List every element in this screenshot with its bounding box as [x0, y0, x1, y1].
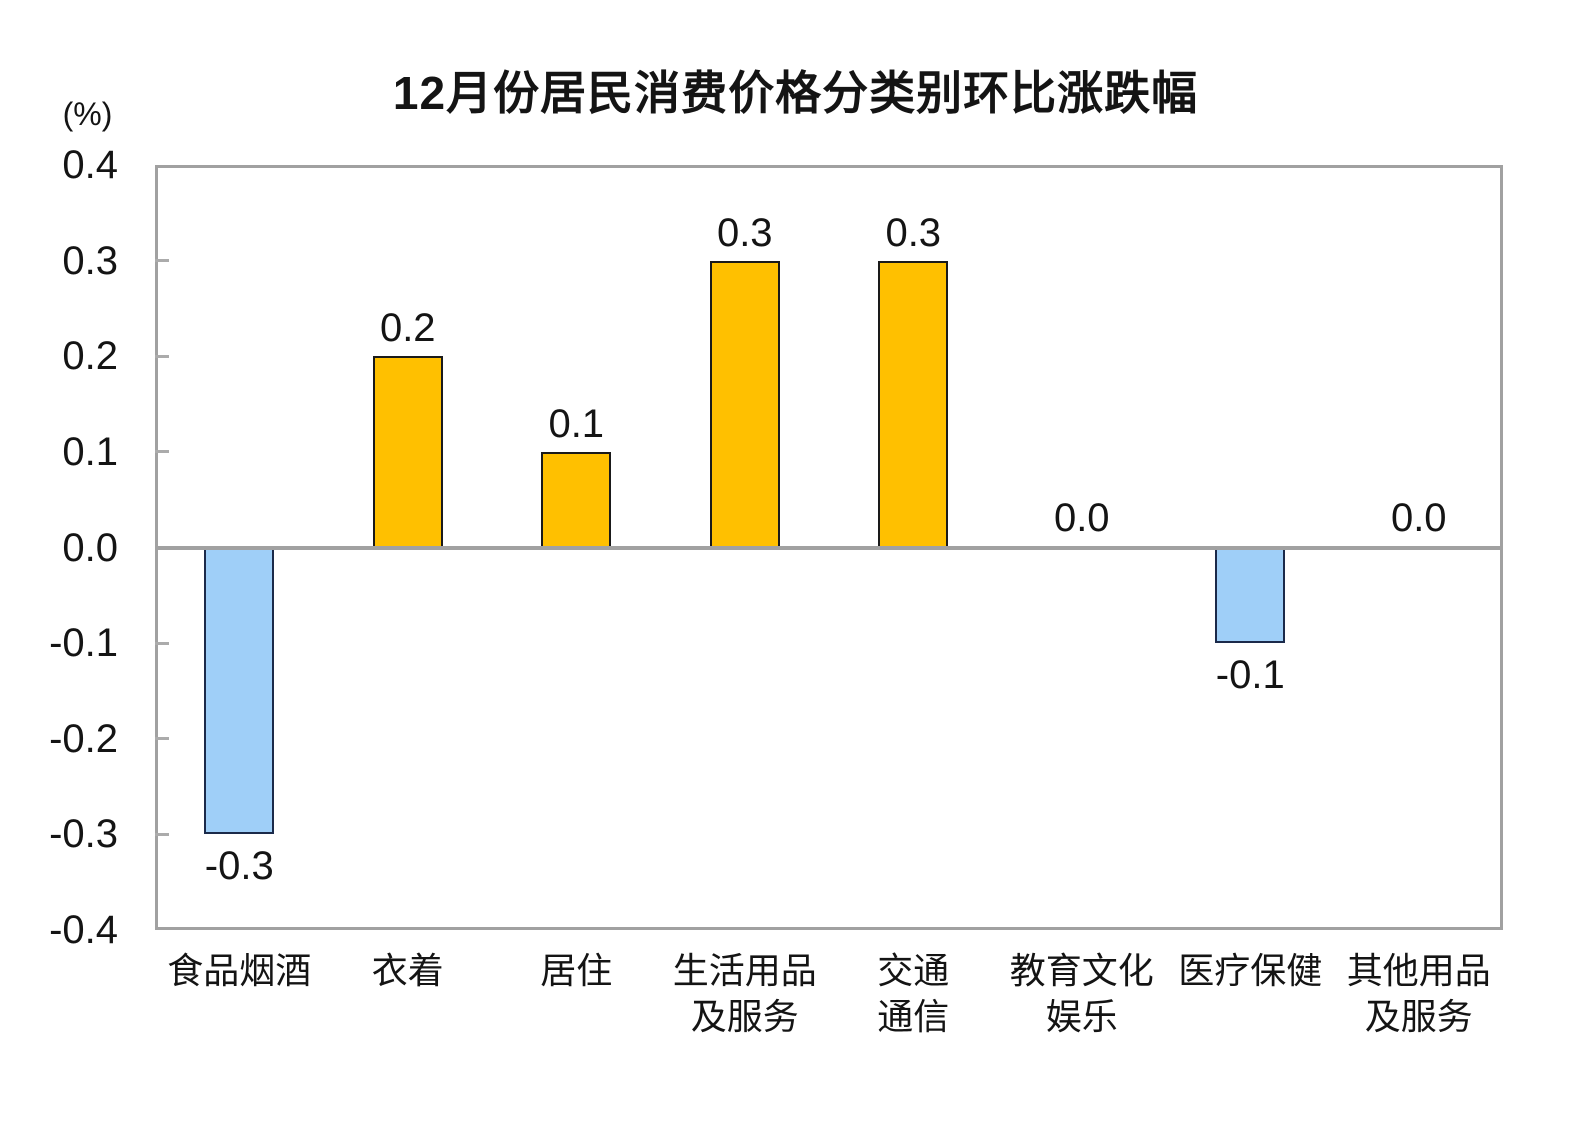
- y-tick-label: -0.1: [49, 621, 118, 666]
- y-tick-label: 0.4: [62, 143, 118, 187]
- y-tick-label: -0.3: [49, 812, 118, 857]
- y-tick-label: 0.1: [62, 429, 118, 474]
- bar-value-label: 0.0: [1053, 495, 1110, 540]
- y-tick-mark: [155, 354, 169, 358]
- chart-title: 12月份居民消费价格分类别环比涨跌幅: [392, 67, 1199, 119]
- bar-value-label: 0.3: [716, 210, 773, 255]
- y-tick-mark: [155, 832, 169, 836]
- y-tick-label: -0.2: [49, 716, 118, 761]
- x-category-label: 衣着: [371, 950, 444, 991]
- bar-value-label: 0.3: [885, 210, 942, 255]
- zero-axis-line: [155, 545, 1503, 550]
- y-tick-mark: [155, 641, 169, 645]
- x-category-label: 其他用品 及服务: [1346, 950, 1491, 1038]
- x-category-label: 医疗保健: [1178, 950, 1323, 991]
- y-tick-mark: [155, 737, 169, 741]
- bar: [709, 260, 780, 548]
- bar: [541, 451, 612, 548]
- bar: [372, 356, 443, 548]
- y-axis-unit-label: (%): [62, 96, 113, 132]
- x-category-label: 交通 通信: [877, 950, 950, 1038]
- bar-value-label: 0.0: [1390, 495, 1447, 540]
- bar: [878, 260, 949, 548]
- bar-value-label: -0.3: [204, 844, 274, 889]
- y-tick-label: 0.0: [62, 525, 118, 570]
- y-tick-label: -0.4: [49, 908, 118, 952]
- bar-value-label: 0.2: [379, 306, 436, 351]
- x-category-label: 食品烟酒: [167, 950, 312, 991]
- x-category-label: 教育文化 娱乐: [1009, 950, 1154, 1038]
- y-tick-label: 0.2: [62, 334, 118, 379]
- bar-value-label: 0.1: [548, 401, 605, 446]
- bar: [204, 547, 275, 835]
- x-category-label: 居住: [540, 950, 613, 991]
- bar: [1215, 547, 1286, 644]
- x-category-label: 生活用品 及服务: [672, 950, 817, 1038]
- y-tick-label: 0.3: [62, 238, 118, 283]
- bar-value-label: -0.1: [1215, 653, 1285, 698]
- y-tick-mark: [155, 259, 169, 263]
- y-tick-mark: [155, 450, 169, 454]
